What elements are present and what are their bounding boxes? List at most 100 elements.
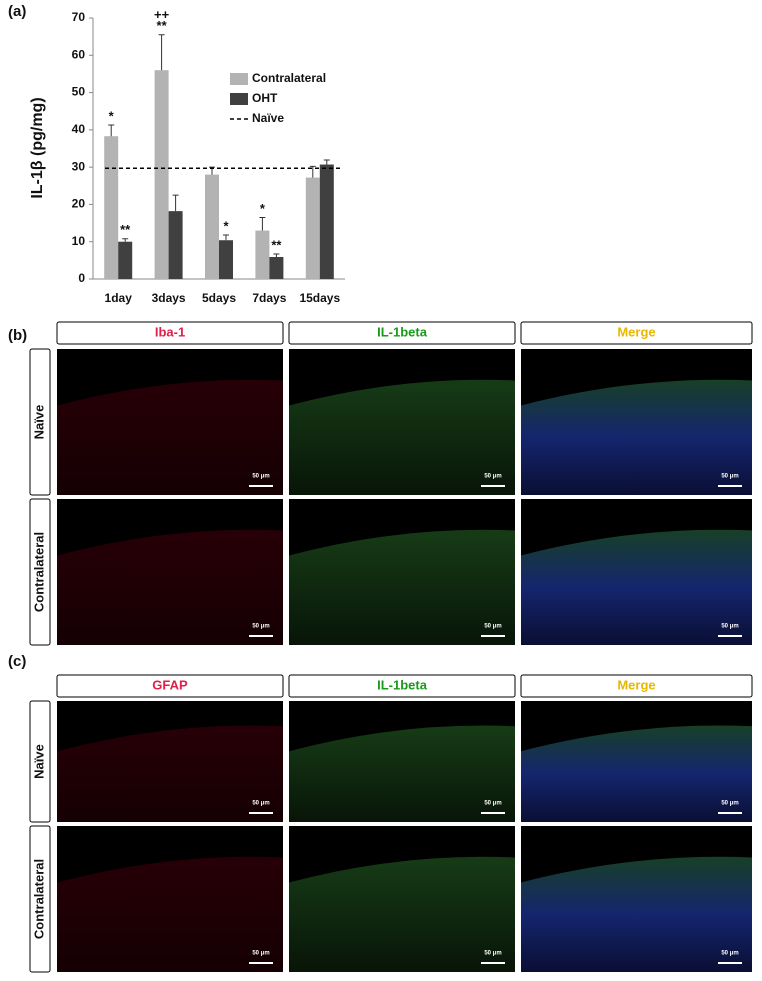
row-label-box — [29, 498, 51, 646]
scale-bar-label: 50 μm — [484, 474, 501, 480]
tissue-layer — [289, 379, 515, 495]
column-header: Merge — [617, 677, 655, 692]
panel-label: (c) — [8, 653, 26, 670]
scale-bar — [481, 812, 505, 814]
legend-swatch — [230, 73, 248, 85]
column-header: Iba-1 — [155, 324, 185, 339]
significance-label: ** — [271, 237, 282, 252]
error-bar — [108, 124, 115, 137]
y-tick-label: 50 — [72, 85, 86, 99]
column-header-box — [520, 674, 753, 698]
scale-bar-label: 50 μm — [484, 624, 501, 630]
bar — [305, 177, 320, 279]
scale-bar — [249, 962, 273, 964]
column-header-box — [520, 321, 753, 345]
tissue-layer — [521, 856, 752, 972]
y-axis-label: IL-1β (pg/mg) — [29, 97, 46, 198]
scale-bar — [481, 635, 505, 637]
scale-bar-label: 50 μm — [484, 801, 501, 807]
column-header-box — [288, 321, 516, 345]
scale-bar-label: 50 μm — [721, 474, 738, 480]
scale-bar-label: 50 μm — [721, 624, 738, 630]
scale-bar — [249, 812, 273, 814]
significance-label: ** — [157, 18, 168, 33]
column-header-box — [56, 674, 284, 698]
scale-bar-label: 50 μm — [484, 951, 501, 957]
significance-label: * — [260, 201, 266, 216]
error-bar — [323, 159, 330, 165]
row-label: Contralateral — [31, 532, 46, 612]
significance-label: * — [109, 108, 115, 123]
x-tick-label: 3days — [152, 291, 186, 305]
scale-bar-label: 50 μm — [252, 474, 269, 480]
row-label-box — [29, 700, 51, 823]
scale-bar — [718, 485, 742, 487]
bar — [219, 240, 233, 279]
significance-label: ++ — [154, 7, 170, 22]
scale-bar-label: 50 μm — [721, 801, 738, 807]
scale-bar-label: 50 μm — [252, 801, 269, 807]
scale-bar-label: 50 μm — [721, 951, 738, 957]
legend-label: Naïve — [252, 111, 284, 125]
legend-swatch — [230, 93, 248, 105]
tissue-layer — [57, 856, 283, 972]
bar — [154, 70, 169, 279]
scale-bar — [481, 485, 505, 487]
bar — [205, 174, 219, 279]
bar — [118, 241, 133, 279]
scale-bar — [718, 962, 742, 964]
row-label: Naïve — [31, 405, 46, 440]
panel-label: (a) — [8, 3, 26, 20]
error-bar — [259, 216, 266, 231]
column-header: GFAP — [152, 677, 188, 692]
bar — [255, 230, 270, 279]
error-bar — [158, 34, 165, 71]
scale-bar — [249, 635, 273, 637]
x-tick-label: 7days — [252, 291, 286, 305]
x-tick-label: 1day — [105, 291, 133, 305]
row-label-box — [29, 348, 51, 496]
panel-label: (b) — [8, 327, 27, 344]
column-header: IL-1beta — [377, 324, 428, 339]
column-header-box — [56, 321, 284, 345]
tissue-layer — [289, 856, 515, 972]
y-tick-label: 20 — [72, 197, 86, 211]
tissue-layer — [289, 725, 515, 822]
column-header-box — [288, 674, 516, 698]
significance-label: ** — [120, 222, 131, 237]
tissue-layer — [521, 379, 752, 495]
error-bar — [223, 234, 229, 241]
legend-label: OHT — [252, 91, 278, 105]
row-label: Naïve — [31, 744, 46, 779]
x-tick-label: 15days — [299, 291, 340, 305]
error-bar — [309, 165, 316, 178]
scale-bar — [249, 485, 273, 487]
column-header: Merge — [617, 324, 655, 339]
scale-bar-label: 50 μm — [252, 951, 269, 957]
bar — [319, 164, 334, 279]
y-tick-label: 10 — [72, 234, 86, 248]
tissue-layer — [521, 725, 752, 822]
row-label: Contralateral — [31, 859, 46, 939]
bar — [269, 257, 284, 279]
y-tick-label: 60 — [72, 47, 86, 61]
tissue-layer — [57, 379, 283, 495]
significance-label: * — [223, 218, 229, 233]
y-tick-label: 30 — [72, 159, 86, 173]
column-header: IL-1beta — [377, 677, 428, 692]
y-tick-label: 40 — [72, 122, 86, 136]
error-bar — [172, 194, 179, 212]
error-bar — [122, 238, 129, 242]
tissue-layer — [289, 529, 515, 645]
y-tick-label: 0 — [78, 271, 85, 285]
scale-bar — [718, 635, 742, 637]
scale-bar — [481, 962, 505, 964]
tissue-layer — [57, 529, 283, 645]
tissue-layer — [521, 529, 752, 645]
bar — [104, 136, 119, 279]
x-tick-label: 5days — [202, 291, 236, 305]
legend-label: Contralateral — [252, 71, 326, 85]
error-bar — [273, 253, 280, 258]
y-tick-label: 70 — [72, 10, 86, 24]
